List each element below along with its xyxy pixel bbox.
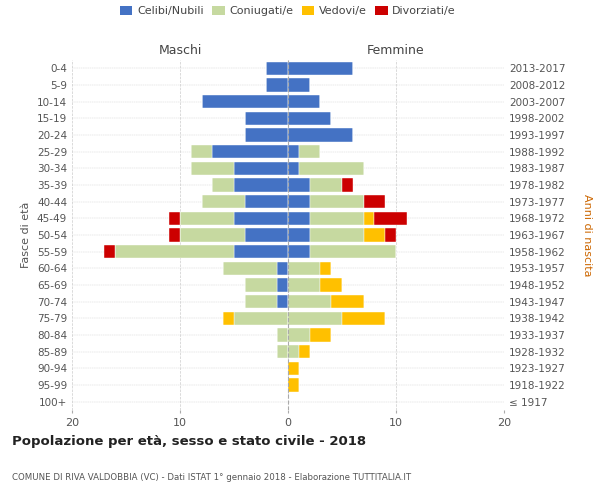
Bar (299, 345, 310, 358)
Bar (234, 212, 288, 225)
Bar (288, 262, 320, 275)
Bar (288, 212, 310, 225)
Bar (245, 195, 288, 208)
Bar (288, 362, 299, 375)
Bar (169, 212, 180, 225)
Y-axis label: Anni di nascita: Anni di nascita (582, 194, 592, 276)
Bar (288, 312, 342, 325)
Bar (299, 162, 364, 175)
Bar (364, 228, 385, 241)
Bar (180, 212, 234, 225)
Bar (234, 245, 288, 258)
Bar (385, 228, 396, 241)
Bar (277, 345, 288, 358)
Bar (212, 178, 234, 192)
Bar (115, 245, 234, 258)
Bar (310, 245, 396, 258)
Bar (245, 278, 277, 291)
Bar (342, 312, 385, 325)
Bar (342, 178, 353, 192)
Bar (277, 295, 288, 308)
Bar (364, 212, 374, 225)
Bar (288, 112, 331, 125)
Bar (310, 228, 364, 241)
Text: Femmine: Femmine (367, 44, 425, 57)
Bar (245, 295, 277, 308)
Bar (277, 328, 288, 342)
Bar (288, 95, 320, 108)
Bar (288, 178, 310, 192)
Bar (288, 378, 299, 392)
Bar (191, 162, 234, 175)
Bar (191, 145, 212, 158)
Bar (202, 195, 245, 208)
Bar (288, 245, 310, 258)
Bar (234, 312, 288, 325)
Bar (331, 295, 364, 308)
Bar (245, 228, 288, 241)
Bar (245, 128, 288, 141)
Bar (310, 178, 342, 192)
Bar (364, 195, 385, 208)
Bar (169, 228, 180, 241)
Bar (277, 262, 288, 275)
Bar (202, 95, 288, 108)
Bar (288, 195, 310, 208)
Bar (266, 62, 288, 75)
Bar (310, 195, 364, 208)
Bar (320, 262, 331, 275)
Bar (212, 145, 288, 158)
Bar (288, 128, 353, 141)
Bar (288, 228, 310, 241)
Bar (288, 78, 310, 92)
Bar (288, 295, 331, 308)
Bar (223, 262, 277, 275)
Bar (288, 162, 299, 175)
Bar (104, 245, 115, 258)
Bar (234, 162, 288, 175)
Bar (374, 212, 407, 225)
Bar (288, 62, 353, 75)
Y-axis label: Fasce di età: Fasce di età (22, 202, 31, 268)
Text: Maschi: Maschi (158, 44, 202, 57)
Bar (288, 328, 310, 342)
Bar (180, 228, 245, 241)
Bar (299, 145, 320, 158)
Bar (288, 278, 320, 291)
Text: COMUNE DI RIVA VALDOBBIA (VC) - Dati ISTAT 1° gennaio 2018 - Elaborazione TUTTIT: COMUNE DI RIVA VALDOBBIA (VC) - Dati IST… (12, 473, 411, 482)
Text: Popolazione per età, sesso e stato civile - 2018: Popolazione per età, sesso e stato civil… (12, 435, 366, 448)
Bar (266, 78, 288, 92)
Bar (234, 178, 288, 192)
Bar (320, 278, 342, 291)
Bar (223, 312, 234, 325)
Bar (310, 328, 331, 342)
Bar (277, 278, 288, 291)
Bar (245, 112, 288, 125)
Bar (288, 345, 299, 358)
Bar (310, 212, 364, 225)
Bar (288, 145, 299, 158)
Legend: Celibi/Nubili, Coniugati/e, Vedovi/e, Divorziati/e: Celibi/Nubili, Coniugati/e, Vedovi/e, Di… (120, 6, 456, 16)
